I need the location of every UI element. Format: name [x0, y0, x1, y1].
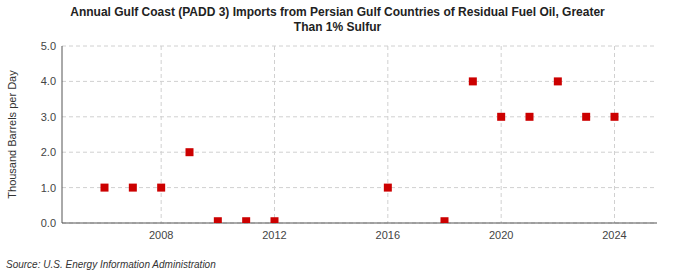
- y-tick-label: 4.0: [41, 75, 56, 87]
- x-grid-line: [274, 46, 275, 223]
- point: [469, 77, 477, 85]
- point: [129, 184, 137, 192]
- x-tick-label: 2020: [489, 229, 513, 241]
- point: [384, 184, 392, 192]
- x-axis-line: [62, 223, 657, 224]
- point: [186, 148, 194, 156]
- point: [497, 113, 505, 121]
- point: [242, 217, 250, 223]
- x-grid-line: [614, 46, 615, 223]
- y-tick-label: 2.0: [41, 146, 56, 158]
- point: [271, 217, 279, 223]
- point: [101, 184, 109, 192]
- x-tick-label: 2008: [149, 229, 173, 241]
- y-tick-label: 3.0: [41, 111, 56, 123]
- title: Annual Gulf Coast (PADD 3) Imports from …: [70, 5, 605, 34]
- x-grid-line: [501, 46, 502, 223]
- y-grid-line: [62, 81, 657, 82]
- point: [157, 184, 165, 192]
- y-grid-line: [62, 152, 657, 153]
- y-tick-label: 5.0: [41, 40, 56, 52]
- y-axis-label: Thousand Barrels per Day: [6, 70, 18, 199]
- y-tick-label: 1.0: [41, 182, 56, 194]
- y-axis-line: [62, 46, 63, 223]
- x-tick-label: 2012: [262, 229, 286, 241]
- x-tick-label: 2024: [602, 229, 626, 241]
- y-tick-label: 0.0: [41, 217, 56, 229]
- source-note: Source: U.S. Energy Information Administ…: [6, 259, 216, 270]
- point: [611, 113, 619, 121]
- grid: [62, 46, 657, 223]
- x-tick-label: 2016: [376, 229, 400, 241]
- x-grid-line: [387, 46, 388, 223]
- x-grid-line: [161, 46, 162, 223]
- y-grid-line: [62, 46, 657, 47]
- y-grid-line: [62, 223, 657, 224]
- y-grid-line: [62, 187, 657, 188]
- point: [554, 77, 562, 85]
- point: [214, 217, 222, 223]
- chart: Annual Gulf Coast (PADD 3) Imports from …: [0, 0, 675, 275]
- point: [582, 113, 590, 121]
- points: [101, 77, 619, 223]
- point: [526, 113, 534, 121]
- y-grid-line: [62, 116, 657, 117]
- point: [441, 217, 449, 223]
